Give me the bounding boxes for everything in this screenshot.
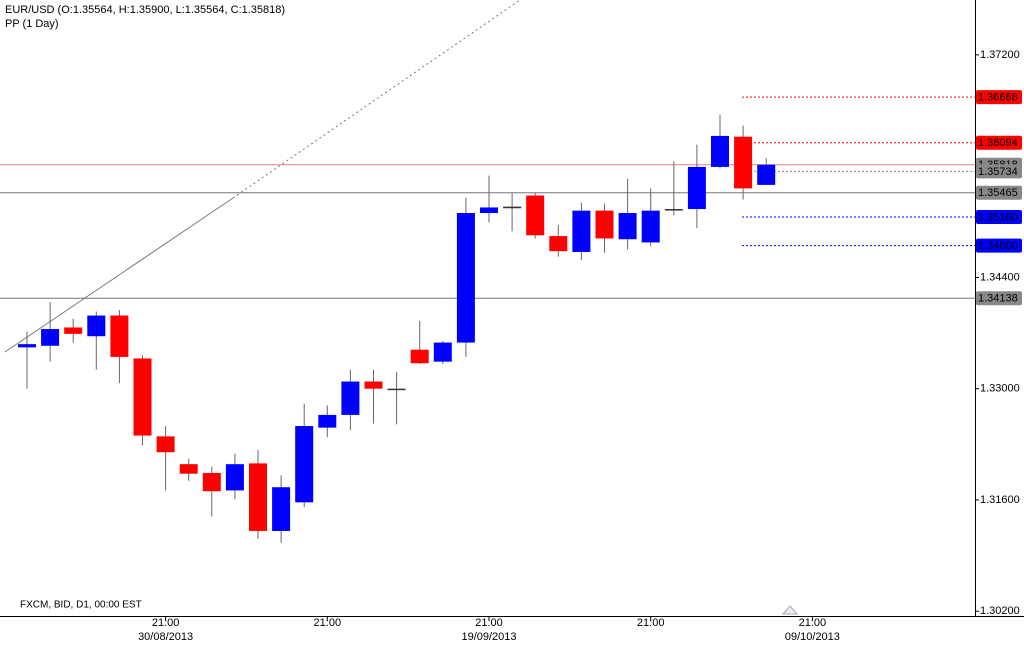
candle-body xyxy=(641,210,660,243)
price-tag xyxy=(976,90,1022,105)
price-tag-label: 1.35160 xyxy=(978,211,1018,223)
candle-body xyxy=(433,342,452,362)
x-date-label: 09/10/2013 xyxy=(785,631,840,643)
x-tick-label: 21:00 xyxy=(475,617,503,629)
candle-body xyxy=(295,426,314,503)
candle-body xyxy=(202,472,221,492)
chart-subtitle: PP (1 Day) xyxy=(5,18,59,30)
candle-body xyxy=(757,164,776,185)
candle-body xyxy=(249,463,267,531)
footnote: FXCM, BID, D1, 00:00 EST xyxy=(20,600,142,611)
price-tag xyxy=(976,209,1022,224)
price-tag-label: 1.35465 xyxy=(978,187,1018,199)
price-tag-label: 1.36668 xyxy=(978,92,1018,104)
price-tag xyxy=(976,238,1022,253)
candle-body xyxy=(572,210,591,252)
trend-line-extension xyxy=(232,0,521,199)
y-tick-label: 1.37200 xyxy=(980,49,1020,61)
price-tag xyxy=(976,291,1022,306)
candle-body xyxy=(734,136,753,189)
candle-body xyxy=(664,209,683,211)
price-tag xyxy=(976,135,1022,150)
candle-body xyxy=(410,349,429,364)
candle-body xyxy=(318,414,337,428)
plot: 1.37200 1.34400 1.33000 1.31600 1.30200 21:00… xyxy=(0,49,1022,643)
price-tag-label: 1.34138 xyxy=(978,293,1018,305)
price-tag-label: 1.35734 xyxy=(978,166,1018,178)
candle-body xyxy=(526,195,545,236)
candle-body xyxy=(503,206,522,209)
price-tag xyxy=(976,164,1022,179)
trend-line xyxy=(4,197,234,353)
candle-body xyxy=(18,344,36,348)
candle-body xyxy=(387,388,406,391)
x-date-label: 30/08/2013 xyxy=(138,631,193,643)
candle-body xyxy=(364,381,383,389)
candle-body xyxy=(549,236,568,252)
x-tick-label: 21:00 xyxy=(799,617,827,629)
x-tick-label: 21:00 xyxy=(152,617,180,629)
y-tick-label: 1.31600 xyxy=(980,494,1020,506)
marker xyxy=(781,605,799,615)
candle-body xyxy=(133,358,152,436)
candle-body xyxy=(272,487,291,531)
price-tag xyxy=(976,185,1022,200)
x-date-label: 19/09/2013 xyxy=(461,631,516,643)
candle-body xyxy=(618,213,637,240)
candle-body xyxy=(179,464,198,474)
candle-body xyxy=(41,329,60,346)
candle-body xyxy=(456,213,475,343)
candle-body xyxy=(64,327,83,334)
y-tick-label: 1.33000 xyxy=(980,383,1020,395)
price-tag-label: 1.36094 xyxy=(978,137,1018,149)
candle-body xyxy=(110,315,129,357)
candle-body xyxy=(225,464,244,491)
price-tag-label: 1.34800 xyxy=(978,240,1018,252)
candle-body xyxy=(87,315,106,337)
candle-body xyxy=(687,166,706,210)
chart-title: EUR/USD (O:1.35564, H:1.35900, L:1.35564… xyxy=(5,4,285,16)
candle-body xyxy=(711,135,729,167)
candle-body xyxy=(341,381,360,415)
y-tick-label: 1.30200 xyxy=(980,605,1020,617)
candle-body xyxy=(480,207,498,214)
x-tick-label: 21:00 xyxy=(637,617,665,629)
y-tick-label: 1.34400 xyxy=(980,271,1020,283)
candle-body xyxy=(156,436,175,453)
candle-body xyxy=(595,210,614,239)
x-tick-label: 21:00 xyxy=(314,617,342,629)
